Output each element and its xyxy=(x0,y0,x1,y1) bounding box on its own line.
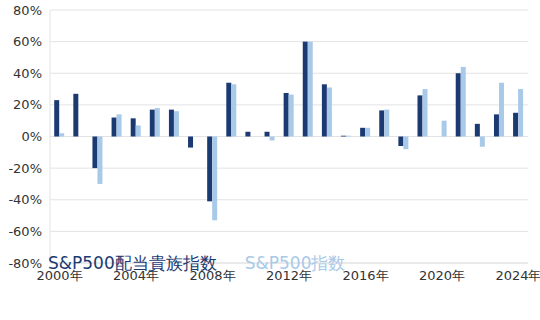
svg-text:60%: 60% xyxy=(13,34,42,49)
svg-text:-80%: -80% xyxy=(8,256,42,271)
svg-text:2020年: 2020年 xyxy=(419,268,465,283)
svg-text:80%: 80% xyxy=(13,3,42,18)
svg-text:2008年: 2008年 xyxy=(189,268,235,283)
svg-text:2016年: 2016年 xyxy=(342,268,388,283)
svg-text:2000年: 2000年 xyxy=(37,268,83,283)
svg-text:0%: 0% xyxy=(21,129,42,144)
svg-text:2012年: 2012年 xyxy=(266,268,312,283)
svg-text:20%: 20% xyxy=(13,97,42,112)
svg-text:2024年: 2024年 xyxy=(495,268,532,283)
svg-text:2004年: 2004年 xyxy=(113,268,159,283)
svg-text:-40%: -40% xyxy=(8,192,42,207)
svg-text:-60%: -60% xyxy=(8,224,42,239)
svg-text:-20%: -20% xyxy=(8,161,42,176)
svg-text:40%: 40% xyxy=(13,66,42,81)
